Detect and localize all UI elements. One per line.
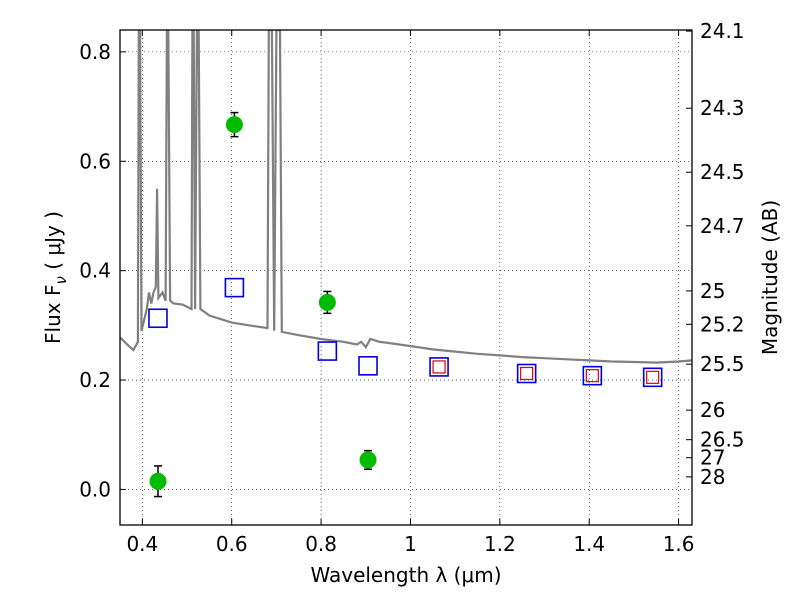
model-square-marker [224,277,245,298]
observed-point [149,472,167,490]
observed-point [359,451,377,469]
x-axis-label: Wavelength λ (μm) [310,563,501,587]
y2-tick-label: 24.7 [700,214,745,238]
model-small-square-marker [432,360,446,374]
x-tick-label: 1.4 [573,532,605,556]
y2-tick-label: 27 [700,446,725,470]
y-tick-label: 0.0 [79,477,111,501]
model-square-marker [582,365,603,386]
model-small-square-marker [585,369,599,383]
model-square-marker [148,308,168,329]
plot-frame [119,29,693,526]
grid-lines [120,30,692,525]
y2-tick-label: 24.1 [700,19,745,43]
model-square-marker [429,357,449,377]
model-square-marker [317,341,338,361]
y2-tick-label: 28 [700,465,725,489]
y2-tick-label: 24.5 [700,160,745,184]
y-axis-label-unit: ( μJy ) [41,211,65,276]
model-spectrum-line [120,30,692,364]
y-axis-label: Flux Fν ( μJy ) [41,211,70,344]
y2-axis-label: Magnitude (AB) [758,200,782,355]
y2-tick-label: 25.2 [700,312,745,336]
x-tick-label: 1 [404,532,417,556]
observed-point [225,116,243,134]
x-tick-label: 1.2 [484,532,516,556]
x-tick-label: 0.4 [126,532,158,556]
model-small-square-marker [520,366,534,381]
plot-area [120,30,692,498]
y-axis-label-subscript: ν [52,276,70,284]
model-square-marker [516,363,537,384]
x-tick-label: 1.6 [663,532,695,556]
y2-tick-label: 26.5 [700,428,745,452]
model-square-marker [358,356,378,376]
y-tick-label: 0.8 [79,40,111,64]
y-tick-label: 0.2 [79,368,111,392]
x-tick-label: 0.6 [216,532,248,556]
y2-tick-label: 24.3 [700,96,745,120]
y-axis-label-main: Flux F [41,285,65,344]
y2-tick-label: 26 [700,398,725,422]
axis-ticks: 0.4 0.6 0.8 1 1.2 1.4 1.6 0.0 0.2 0.4 0.6 0.8 24.1 24… [79,19,744,556]
y-tick-label: 0.6 [79,149,111,173]
y-tick-label: 0.4 [79,259,111,283]
y2-tick-label: 25 [700,279,725,303]
x-tick-label: 0.8 [305,532,337,556]
model-small-square-marker [646,370,660,384]
y2-tick-label: 25.5 [700,352,745,376]
observed-point [318,293,336,311]
model-square-marker [642,367,663,388]
